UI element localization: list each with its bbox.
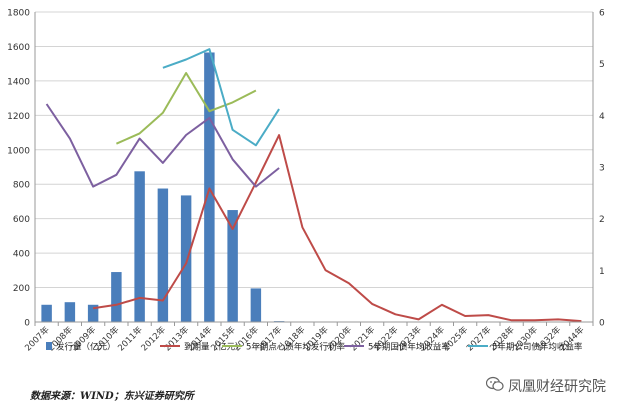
bar	[250, 288, 262, 322]
series-line	[92, 134, 582, 323]
left-tick-label: 600	[13, 215, 30, 225]
axes	[34, 12, 594, 326]
wechat-icon	[485, 376, 504, 396]
left-tick-label: 0	[24, 319, 30, 329]
right-tick-label: 6	[599, 9, 605, 19]
watermark-text: 凤凰财经研究院	[508, 379, 606, 395]
left-tick-label: 1600	[7, 43, 30, 53]
right-axis-ticks: 0 1 2 3 4 5 6	[599, 9, 605, 329]
legend-label: 5年期点心债年均发行利率	[246, 342, 345, 353]
right-tick-label: 5	[599, 60, 605, 70]
right-tick-label: 2	[599, 215, 605, 225]
left-tick-label: 400	[13, 250, 30, 260]
left-tick-label: 1200	[7, 112, 30, 122]
bar	[111, 272, 122, 322]
right-tick-label: 4	[599, 112, 605, 122]
legend: 发行量（亿元） 到期量（亿元） 5年期点心债年均发行利率 5年期国债年均收益率 5年期公…	[46, 342, 583, 353]
series-line	[115, 72, 257, 145]
left-tick-label: 1800	[7, 9, 30, 19]
bar	[134, 171, 145, 322]
x-tick-label: 2011年	[116, 324, 145, 353]
left-axis-ticks: 0 200 400 600 800 1000 1200 1400 1600 1800	[7, 9, 30, 329]
legend-label: 5年期国债年均收益率	[368, 342, 450, 353]
legend-label: 5年期公司债年均收益率	[492, 342, 583, 353]
bar-series	[41, 52, 285, 322]
watermark: 凤凰财经研究院	[485, 376, 606, 396]
series-line	[45, 103, 280, 188]
bar	[180, 195, 192, 322]
gridlines	[35, 11, 593, 323]
bar	[227, 210, 238, 322]
left-tick-label: 1000	[7, 146, 30, 156]
line-series	[45, 48, 582, 323]
series-line	[162, 48, 280, 147]
right-tick-label: 0	[599, 319, 605, 329]
left-tick-label: 200	[13, 284, 30, 294]
bar	[157, 188, 169, 322]
right-tick-label: 1	[599, 267, 605, 277]
legend-label: 到期量（亿元）	[184, 342, 244, 353]
left-tick-label: 1400	[7, 77, 30, 87]
legend-swatch	[46, 342, 52, 350]
bar	[204, 52, 215, 322]
legend-label: 发行量（亿元）	[56, 342, 116, 353]
bar	[87, 304, 99, 322]
bar	[41, 304, 52, 322]
bar	[64, 302, 76, 322]
left-tick-label: 800	[13, 181, 30, 191]
source-note: 数据来源：WIND；东兴证券研究所	[30, 391, 194, 402]
right-tick-label: 3	[599, 164, 605, 174]
x-tick-label: 2012年	[139, 324, 168, 353]
x-tick-label: 2027年	[464, 324, 493, 353]
